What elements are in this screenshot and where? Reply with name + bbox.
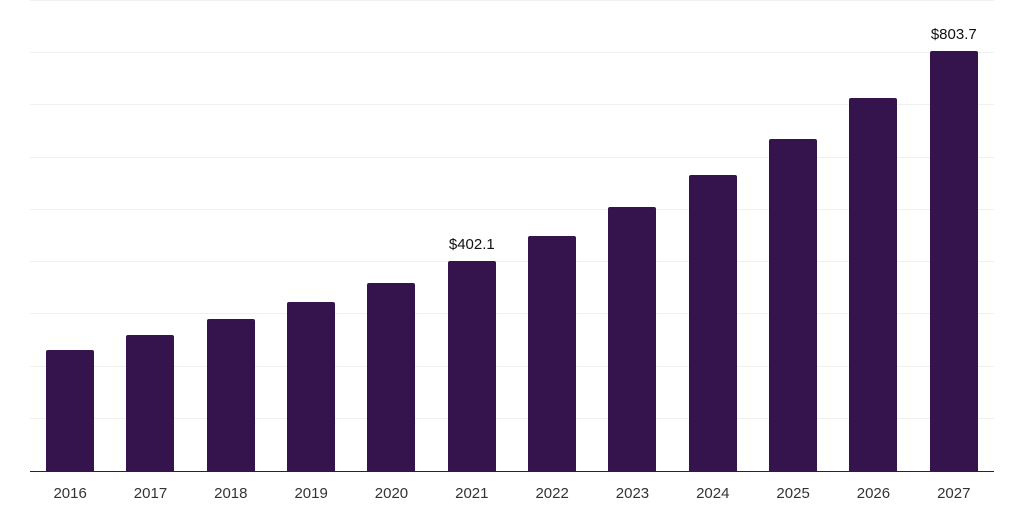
x-tick-2018: 2018 (214, 485, 248, 502)
bars: $402.1 $803.7 (30, 1, 994, 471)
gridline-400 (30, 261, 994, 263)
bar-2021 (447, 261, 496, 471)
bar-slot-2023 (592, 1, 672, 471)
bar-2026 (849, 98, 898, 471)
x-tick-2019: 2019 (294, 485, 328, 502)
bar-2022 (528, 236, 577, 471)
bar-slot-2016 (30, 1, 110, 471)
bar-slot-2020 (351, 1, 431, 471)
bar-slot-2017 (110, 1, 190, 471)
gridline-200 (30, 365, 994, 367)
x-tick-2023: 2023 (615, 485, 650, 502)
gridline-900 (30, 0, 994, 1)
gridline-800 (30, 52, 994, 54)
x-tick-2020: 2020 (374, 485, 409, 502)
bar-2017 (126, 335, 175, 471)
value-label-2027: $803.7 (930, 26, 977, 44)
gridline-100 (30, 417, 994, 419)
x-tick-2026: 2026 (856, 485, 891, 502)
bar-2019 (287, 302, 336, 471)
x-tick-2027: 2027 (937, 485, 971, 502)
x-tick-2016: 2016 (53, 485, 87, 502)
bar-slot-2024 (673, 1, 753, 471)
x-tick-2025: 2025 (776, 485, 810, 502)
bar-slot-2025 (753, 1, 833, 471)
bar-slot-2026 (833, 1, 913, 471)
bar-2025 (769, 139, 818, 471)
bar-2024 (688, 175, 737, 471)
bar-2018 (206, 319, 255, 471)
bar-2016 (46, 350, 95, 471)
gridline-700 (30, 104, 994, 106)
gridlines (30, 0, 994, 471)
gridline-600 (30, 156, 994, 158)
gridline-300 (30, 313, 994, 315)
bar-2020 (367, 283, 416, 471)
plot-area: $402.1 $803.7 (30, 0, 994, 472)
bar-slot-2021: $402.1 (432, 1, 512, 471)
x-axis: 2016 2017 2018 2019 2020 2021 2022 2023 2024 2025… (30, 479, 994, 501)
bar-2027 (929, 51, 978, 471)
bar-slot-2027: $803.7 (914, 1, 994, 471)
x-tick-2017: 2017 (133, 485, 168, 502)
value-label-2021: $402.1 (448, 236, 495, 254)
bar-slot-2019 (271, 1, 351, 471)
gridline-500 (30, 208, 994, 210)
bar-2023 (608, 207, 657, 471)
x-tick-2021: 2021 (455, 485, 489, 502)
x-tick-2022: 2022 (535, 485, 569, 502)
bar-slot-2018 (191, 1, 271, 471)
bar-slot-2022 (512, 1, 592, 471)
x-tick-2024: 2024 (696, 485, 730, 502)
